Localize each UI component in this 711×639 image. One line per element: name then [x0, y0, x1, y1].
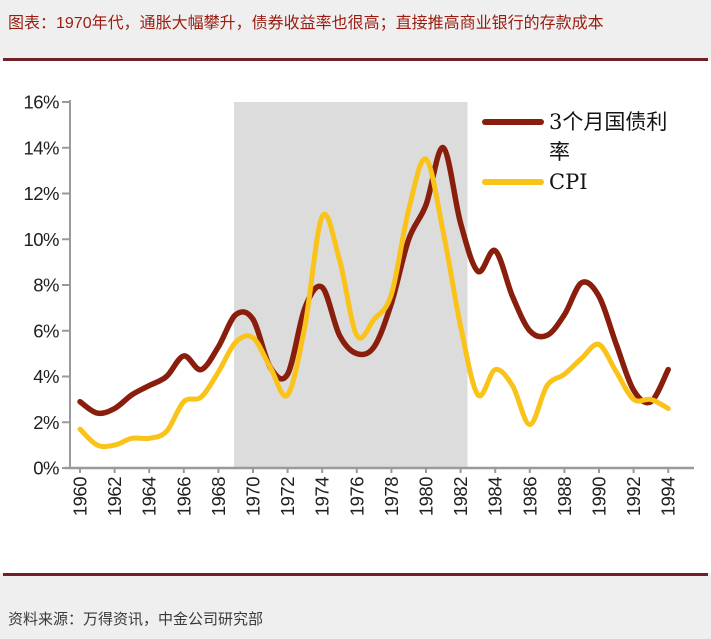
legend-item-cpi: CPI	[482, 167, 683, 197]
x-axis-label: 1982	[450, 477, 471, 516]
x-axis-label: 1994	[658, 477, 679, 516]
chart-canvas: 0% 2% 4% 6% 8% 10% 12% 14% 16% 1960 1962 1964 1966 19…	[23, 92, 694, 516]
y-axis-label: 6%	[33, 320, 59, 341]
y-axis-label: 2%	[33, 412, 59, 433]
y-axis-label: 12%	[23, 183, 59, 204]
x-axis-label: 1992	[623, 477, 644, 516]
x-axis-label: 1988	[554, 477, 575, 516]
source-note: 资料来源：万得资讯，中金公司研究部	[8, 611, 264, 628]
chart-title: 图表：1970年代，通胀大幅攀升，债券收益率也很高；直接推高商业银行的存款成本	[8, 15, 604, 32]
x-axis-label: 1978	[381, 477, 402, 516]
cpi-line-path	[77, 156, 671, 450]
cpi-line-swatch	[482, 179, 544, 185]
x-axis-label: 1976	[346, 477, 367, 516]
treasury-line-swatch	[482, 119, 544, 125]
x-axis-label: 1962	[104, 477, 125, 516]
x-axis-label: 1968	[208, 477, 229, 516]
cpi-legend-label: CPI	[549, 170, 588, 194]
x-axis-label: 1980	[416, 477, 437, 516]
chart-legend: 3个月国债利率 CPI	[482, 107, 683, 197]
x-axis-label: 1970	[243, 477, 264, 516]
y-axis-label: 14%	[23, 137, 59, 158]
x-axis-label: 1986	[519, 477, 540, 516]
x-axis-label: 1964	[139, 477, 160, 516]
treasury-legend-label: 3个月国债利率	[549, 110, 668, 164]
x-axis-label: 1966	[173, 477, 194, 516]
bottom-rule	[3, 573, 708, 576]
x-axis-label: 1984	[485, 477, 506, 516]
treasury-line-path	[77, 145, 671, 417]
y-axis-label: 0%	[33, 458, 59, 479]
chart-figure: 0% 2% 4% 6% 8% 10% 12% 14% 16% 1960 1962 1964 1966 19…	[0, 61, 711, 573]
y-axis-label: 10%	[23, 229, 59, 250]
legend-item-treasury: 3个月国债利率	[482, 107, 683, 167]
recession-band	[233, 102, 468, 469]
y-axis-label: 4%	[33, 366, 59, 387]
y-axis-label: 16%	[23, 92, 59, 113]
x-axis-label: 1972	[277, 477, 298, 516]
x-axis-label: 1960	[70, 477, 91, 516]
x-axis-label: 1990	[589, 477, 610, 516]
top-rule	[3, 58, 708, 61]
y-axis-label: 8%	[33, 275, 59, 296]
x-axis-label: 1974	[312, 477, 333, 516]
